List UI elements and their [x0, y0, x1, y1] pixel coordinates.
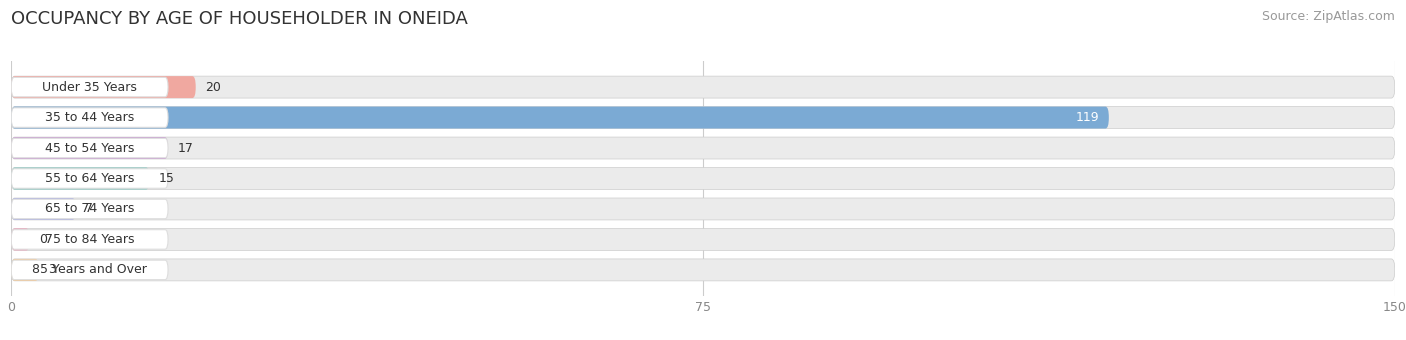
FancyBboxPatch shape [11, 198, 76, 220]
Text: 55 to 64 Years: 55 to 64 Years [45, 172, 135, 185]
Text: 20: 20 [205, 81, 221, 94]
FancyBboxPatch shape [11, 76, 1395, 98]
FancyBboxPatch shape [11, 228, 1395, 250]
Text: 65 to 74 Years: 65 to 74 Years [45, 202, 135, 216]
Text: 3: 3 [48, 264, 56, 276]
Text: Source: ZipAtlas.com: Source: ZipAtlas.com [1261, 10, 1395, 23]
Text: 45 to 54 Years: 45 to 54 Years [45, 141, 135, 155]
Text: 119: 119 [1076, 111, 1099, 124]
FancyBboxPatch shape [11, 199, 169, 219]
FancyBboxPatch shape [11, 107, 1109, 129]
FancyBboxPatch shape [11, 138, 169, 158]
FancyBboxPatch shape [11, 259, 39, 281]
Text: 17: 17 [177, 141, 193, 155]
FancyBboxPatch shape [11, 260, 169, 280]
FancyBboxPatch shape [11, 108, 169, 127]
Text: OCCUPANCY BY AGE OF HOUSEHOLDER IN ONEIDA: OCCUPANCY BY AGE OF HOUSEHOLDER IN ONEID… [11, 10, 468, 28]
FancyBboxPatch shape [11, 168, 149, 189]
Text: 85 Years and Over: 85 Years and Over [32, 264, 148, 276]
Text: 15: 15 [159, 172, 174, 185]
FancyBboxPatch shape [11, 228, 30, 250]
FancyBboxPatch shape [11, 169, 169, 188]
Text: 35 to 44 Years: 35 to 44 Years [45, 111, 134, 124]
FancyBboxPatch shape [11, 137, 169, 159]
FancyBboxPatch shape [11, 76, 195, 98]
FancyBboxPatch shape [11, 259, 1395, 281]
FancyBboxPatch shape [11, 107, 1395, 129]
Text: 7: 7 [84, 202, 93, 216]
FancyBboxPatch shape [11, 168, 1395, 189]
FancyBboxPatch shape [11, 198, 1395, 220]
FancyBboxPatch shape [11, 137, 1395, 159]
Text: 75 to 84 Years: 75 to 84 Years [45, 233, 135, 246]
Text: Under 35 Years: Under 35 Years [42, 81, 136, 94]
Text: 0: 0 [39, 233, 46, 246]
FancyBboxPatch shape [11, 77, 169, 97]
FancyBboxPatch shape [11, 230, 169, 249]
